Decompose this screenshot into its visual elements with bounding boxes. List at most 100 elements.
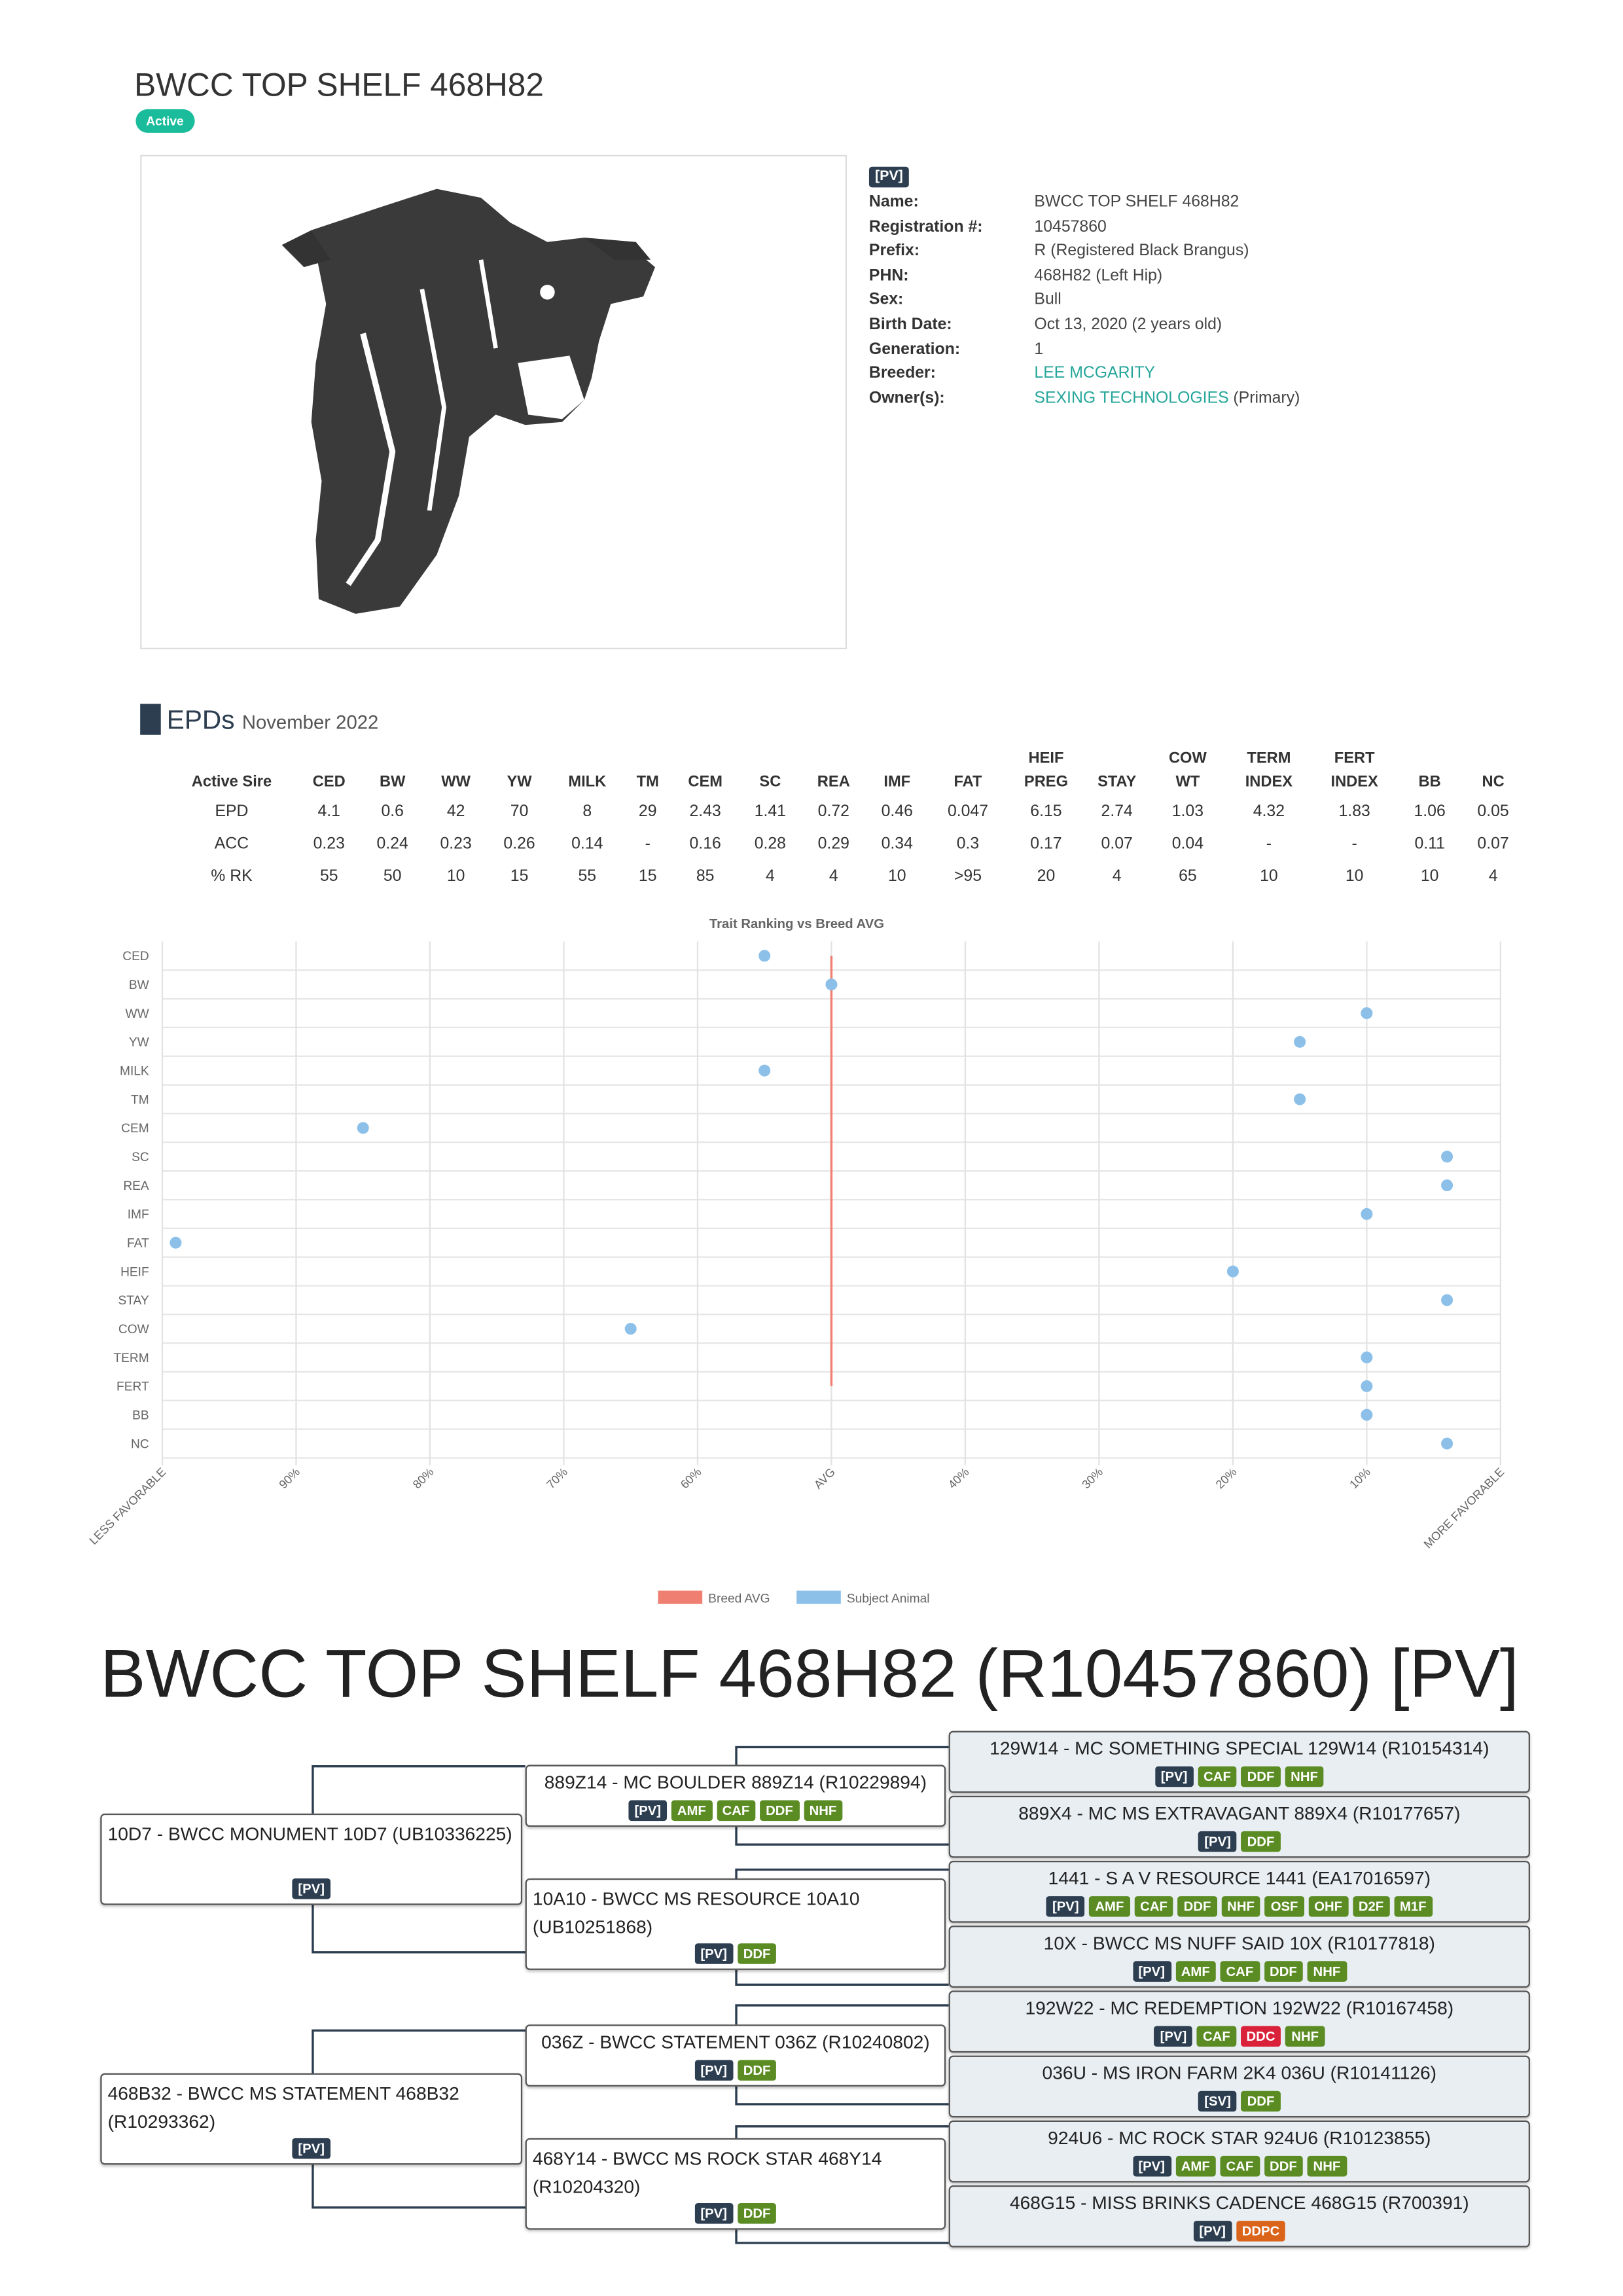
epd-column-header: SC — [759, 773, 781, 791]
tag: DDF — [1264, 1961, 1303, 1982]
tag: [PV] — [1193, 2221, 1232, 2242]
node-text: 10A10 - BWCC MS RESOURCE 10A10 (UB102518… — [532, 1888, 860, 1938]
epd-column-header: REA — [817, 773, 850, 791]
pedigree-node: 10A10 - BWCC MS RESOURCE 10A10 (UB102518… — [525, 1878, 946, 1970]
node-text: 10X - BWCC MS NUFF SAID 10X (R10177818) — [1043, 1933, 1435, 1954]
pedigree-node: 468G15 - MISS BRINKS CADENCE 468G15 (R70… — [948, 2185, 1530, 2248]
tag: M1F — [1394, 1896, 1433, 1917]
tag: [PV] — [694, 1943, 733, 1964]
info-text: 10457860 — [1034, 217, 1107, 236]
epd-column-header: FAT — [954, 773, 982, 791]
info-link[interactable]: SEXING TECHNOLOGIES — [1034, 389, 1229, 407]
data-point — [1361, 1007, 1373, 1020]
legend-swatch — [796, 1590, 841, 1604]
epd-row-label: % RK — [211, 867, 253, 886]
pedigree-node: 468Y14 - BWCC MS ROCK STAR 468Y14 (R1020… — [525, 2138, 946, 2230]
node-text: 889X4 - MC MS EXTRAVAGANT 889X4 (R101776… — [1018, 1803, 1461, 1824]
info-value: R (Registered Black Brangus) — [1034, 242, 1249, 260]
epd-cell: 10 — [1345, 867, 1364, 886]
y-category-label: CED — [122, 950, 149, 963]
epd-cell: - — [645, 835, 651, 853]
y-category-label: HEIF — [120, 1265, 149, 1279]
epd-cell: 0.3 — [956, 835, 980, 853]
epd-cell: 0.04 — [1171, 835, 1204, 853]
epd-cell: 0.34 — [881, 835, 913, 853]
node-text: 036Z - BWCC STATEMENT 036Z (R10240802) — [541, 2032, 930, 2053]
data-point — [357, 1122, 369, 1134]
y-category-label: SC — [132, 1151, 149, 1164]
node-tags: [PV] — [102, 2138, 521, 2159]
section-marker — [140, 704, 161, 735]
y-category-label: MILK — [120, 1064, 149, 1078]
tag: DDF — [737, 2060, 777, 2081]
tag: [PV] — [1132, 2155, 1171, 2177]
tag: [PV] — [694, 2203, 733, 2224]
data-point — [1441, 1294, 1454, 1306]
pedigree-node: 468B32 - BWCC MS STATEMENT 468B32 (R1029… — [100, 2073, 523, 2165]
tag: CAF — [1220, 2155, 1260, 2177]
data-point — [1441, 1179, 1454, 1192]
tag: AMF — [1175, 2155, 1216, 2177]
legend-label: Breed AVG — [708, 1592, 770, 1605]
info-value: SEXING TECHNOLOGIES (Primary) — [1034, 389, 1300, 407]
tag: NHF — [1307, 1961, 1347, 1982]
node-text: 129W14 - MC SOMETHING SPECIAL 129W14 (R1… — [990, 1738, 1489, 1759]
animal-photo — [281, 188, 656, 614]
epd-cell: 10 — [446, 867, 465, 886]
epd-row-label: EPD — [215, 802, 249, 821]
epd-cell: 0.26 — [503, 835, 535, 853]
node-tags: [PV] AMF CAF DDF NHF OSF OHF D2F M1F — [950, 1896, 1529, 1917]
epd-cell: 0.29 — [817, 835, 849, 853]
info-label: Breeder: — [868, 365, 936, 383]
data-point — [825, 978, 838, 991]
epd-cell: 10 — [887, 867, 906, 886]
epd-cell: 2.74 — [1101, 802, 1133, 821]
y-category-label: TERM — [113, 1352, 149, 1365]
info-link[interactable]: LEE MCGARITY — [1034, 365, 1156, 383]
node-text: 468Y14 - BWCC MS ROCK STAR 468Y14 (R1020… — [532, 2148, 882, 2198]
epd-cell: 1.83 — [1338, 802, 1370, 821]
node-tags: [PV] — [102, 1878, 521, 1899]
epd-cell: 50 — [383, 867, 402, 886]
pedigree-title: BWCC TOP SHELF 468H82 (R10457860) [PV] — [100, 1635, 1519, 1712]
node-tags: [PV] DDF — [527, 1943, 944, 1964]
node-tags: [PV] AMF CAF DDF NHF — [950, 2155, 1529, 2177]
pedigree-node: 10D7 - BWCC MONUMENT 10D7 (UB10336225) [P… — [100, 1813, 523, 1905]
tag: DDF — [1177, 1896, 1217, 1917]
epd-column-header: BB — [1418, 773, 1441, 791]
node-text: 468G15 - MISS BRINKS CADENCE 468G15 (R70… — [1009, 2193, 1469, 2214]
epd-column-header: TERM INDEX — [1245, 749, 1293, 791]
pedigree-node: 889X4 - MC MS EXTRAVAGANT 889X4 (R101776… — [948, 1795, 1530, 1858]
epd-cell: 4.32 — [1253, 802, 1285, 821]
epd-title: EPDs — [166, 705, 235, 735]
tag: D2F — [1352, 1896, 1390, 1917]
tag: DDF — [737, 2203, 777, 2224]
data-point — [1226, 1265, 1239, 1278]
node-text: 1441 - S A V RESOURCE 1441 (EA17016597) — [1048, 1868, 1431, 1889]
tag: [PV] — [1198, 1831, 1237, 1852]
info-note: (Primary) — [1233, 389, 1300, 407]
y-category-label: BW — [129, 978, 150, 992]
node-tags: [PV] CAF DDC NHF — [950, 2026, 1529, 2047]
node-tags: [PV] DDF — [527, 2060, 944, 2081]
epd-cell: 0.6 — [381, 802, 404, 821]
pedigree-node: 889Z14 - MC BOULDER 889Z14 (R10229894) [P… — [525, 1765, 946, 1827]
tag: DDF — [737, 1943, 777, 1964]
data-point — [1441, 1437, 1454, 1450]
data-point — [1441, 1151, 1454, 1163]
info-label: Owner(s): — [868, 389, 945, 407]
info-text: Oct 13, 2020 (2 years old) — [1034, 315, 1222, 334]
tag: NHF — [1221, 1896, 1260, 1917]
info-text: 1 — [1034, 340, 1044, 358]
tag: NHF — [1307, 2155, 1347, 2177]
node-text: 889Z14 - MC BOULDER 889Z14 (R10229894) — [544, 1772, 927, 1793]
epd-cell: 0.16 — [689, 835, 721, 853]
epd-cell: 0.07 — [1477, 835, 1509, 853]
info-text: BWCC TOP SHELF 468H82 — [1034, 193, 1240, 211]
tag: AMF — [1175, 1961, 1216, 1982]
tag: CAF — [1220, 1961, 1260, 1982]
epd-cell: 85 — [696, 867, 715, 886]
epd-cell: 42 — [446, 802, 465, 821]
node-tags: [PV] DDPC — [950, 2221, 1529, 2242]
epd-cell: >95 — [954, 867, 982, 886]
